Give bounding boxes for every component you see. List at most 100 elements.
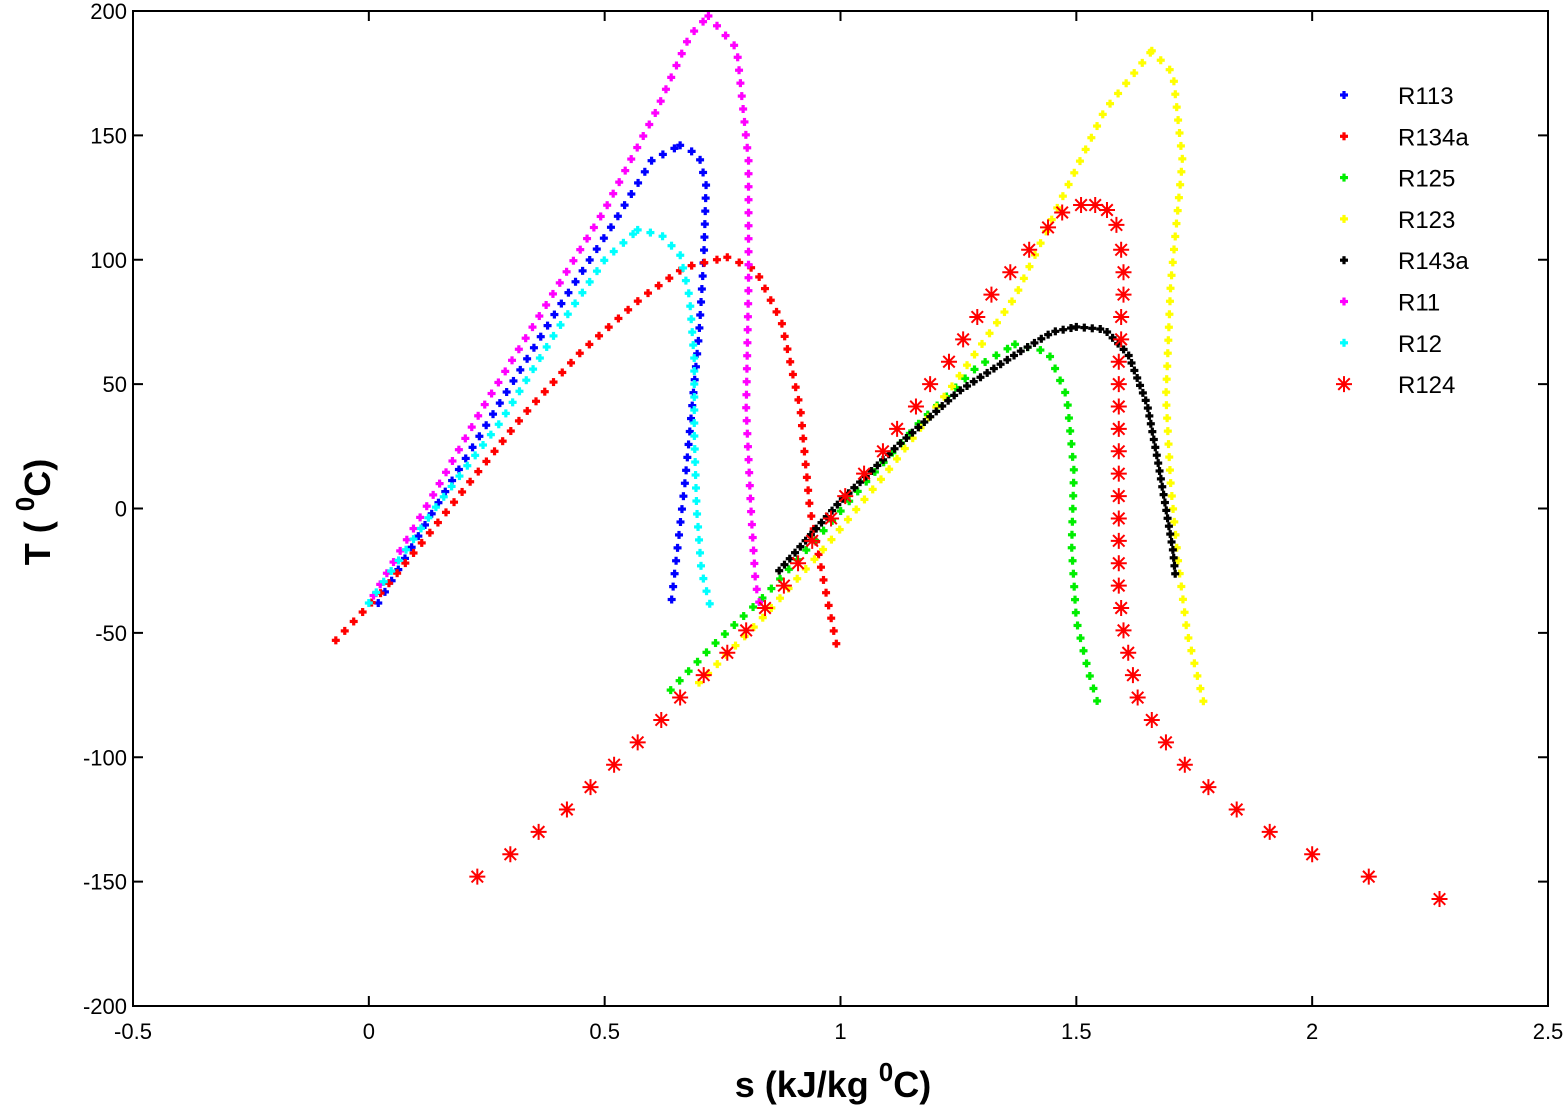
data-point-v (539, 332, 543, 341)
data-point-v (746, 169, 751, 178)
data-point-v (629, 155, 633, 164)
data-point-v (416, 532, 420, 541)
data-point-star (1073, 197, 1090, 214)
data-point-v (1342, 214, 1346, 223)
data-point-v (1071, 569, 1075, 578)
data-point-v (691, 341, 695, 350)
data-point-v (839, 507, 843, 516)
data-point-v (911, 434, 915, 443)
data-point-v (648, 228, 653, 237)
data-point-v (657, 281, 661, 290)
data-point-v (403, 554, 407, 563)
data-point-v (378, 580, 382, 589)
data-point-v (788, 357, 792, 366)
data-point-star (1110, 398, 1127, 415)
data-point-v (1184, 621, 1188, 630)
data-point-v (698, 310, 702, 319)
data-point-v (1167, 323, 1171, 332)
data-point-v (952, 391, 956, 400)
data-point-v (1173, 232, 1177, 241)
y-tick-label: -50 (95, 621, 127, 646)
series-r12 (364, 225, 714, 608)
data-point-v (585, 234, 589, 243)
data-point-v (987, 329, 992, 338)
data-point-v (798, 542, 802, 551)
data-point-v (498, 399, 502, 408)
data-point-v (1342, 173, 1346, 182)
data-point-v (578, 245, 582, 254)
data-point-v (669, 241, 674, 250)
data-point-v (972, 365, 977, 374)
data-point-v (395, 569, 399, 578)
data-point-v (551, 289, 555, 298)
data-point-v (869, 467, 874, 476)
data-point-star (1110, 443, 1127, 460)
data-point-star (1228, 801, 1245, 818)
data-point-v (1005, 344, 1010, 353)
data-point-v (517, 387, 522, 396)
data-point-v (697, 535, 701, 544)
data-point-v (463, 434, 467, 443)
data-point-v (856, 487, 860, 496)
data-point-v (749, 263, 753, 272)
data-point-v (780, 319, 784, 328)
data-point-v (746, 455, 751, 464)
data-point-v (534, 397, 538, 406)
data-point-v (787, 565, 791, 574)
x-tick-label: 2 (1306, 1019, 1318, 1044)
data-point-v (501, 437, 505, 446)
data-point-v (1135, 373, 1139, 382)
data-point-v (573, 277, 578, 286)
data-point-v (807, 499, 811, 508)
data-point-v (525, 354, 529, 363)
data-point-v (749, 507, 753, 516)
data-point-v (1179, 141, 1183, 150)
data-point-v (922, 418, 926, 427)
data-point-v (835, 500, 839, 509)
data-point-v (752, 623, 756, 632)
data-point-v (804, 460, 808, 469)
data-point-v (588, 255, 592, 264)
data-point-v (746, 195, 751, 204)
data-point-v (530, 323, 535, 332)
data-point-v (692, 380, 696, 389)
x-tick-label: 1.5 (1061, 1019, 1092, 1044)
data-point-star (606, 756, 623, 773)
data-point-v (1176, 556, 1180, 565)
data-point-star (856, 465, 873, 482)
data-point-v (752, 559, 756, 568)
data-point-v (646, 289, 650, 298)
data-point-v (692, 367, 696, 376)
data-point-v (704, 648, 709, 657)
data-point-v (1116, 89, 1120, 98)
data-point-v (1002, 308, 1007, 317)
data-point-star (969, 308, 986, 325)
data-point-v (785, 345, 790, 354)
data-point-star (823, 510, 840, 527)
data-point-v (1179, 167, 1183, 176)
data-point-v (1071, 504, 1075, 513)
data-point-star (1110, 577, 1127, 594)
data-point-v (940, 402, 944, 411)
data-point-v (503, 367, 507, 376)
data-series (331, 11, 1448, 908)
data-point-star (1040, 219, 1057, 236)
data-point-v (769, 296, 773, 305)
data-point-v (699, 561, 703, 570)
data-point-v (1068, 426, 1072, 435)
x-tick-label: 0 (363, 1019, 375, 1044)
data-point-v (397, 556, 401, 565)
data-point-v (689, 414, 693, 423)
data-point-v (1127, 351, 1131, 360)
data-point-v (484, 457, 488, 466)
data-point-v (1163, 498, 1167, 507)
data-point-v (1088, 671, 1092, 680)
data-point-v (1155, 451, 1159, 460)
data-point-v (692, 354, 696, 363)
data-point-v (1141, 388, 1145, 397)
data-point-v (1026, 343, 1030, 352)
data-point-v (1027, 262, 1032, 271)
data-point-v (511, 398, 515, 407)
data-point-star (1002, 264, 1019, 281)
data-point-v (692, 27, 696, 36)
